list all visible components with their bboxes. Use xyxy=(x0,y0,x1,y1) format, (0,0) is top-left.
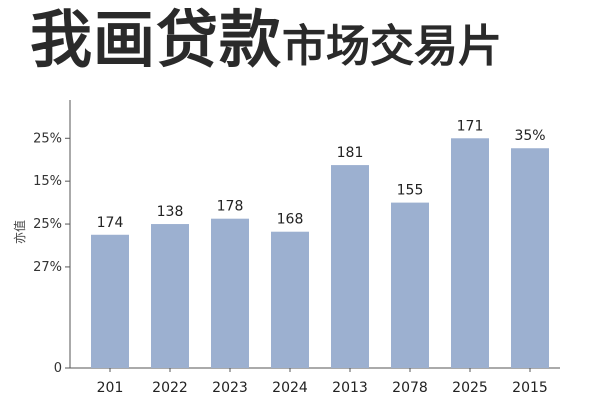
x-category-label: 2015 xyxy=(512,380,548,396)
bar xyxy=(211,218,249,368)
bar-data-label: 138 xyxy=(157,204,184,220)
bar xyxy=(271,231,309,368)
bar-data-label: 174 xyxy=(97,215,124,231)
bar-data-label: 178 xyxy=(217,199,244,215)
chart-title-main: 我画贷款 xyxy=(30,3,283,76)
bar xyxy=(391,202,429,368)
bar xyxy=(91,234,129,368)
bar-data-label: 35% xyxy=(514,128,545,144)
x-axis-categories: 201 2022 2023 2024 2013 2078 2025 2015 xyxy=(97,368,548,396)
y-tick-label: 25% xyxy=(33,217,62,232)
bar xyxy=(451,138,489,368)
bar-data-label: 155 xyxy=(397,183,424,199)
bar-series xyxy=(91,138,549,368)
x-category-label: 2013 xyxy=(332,380,368,396)
bar xyxy=(151,224,189,368)
bar-data-label: 168 xyxy=(277,212,304,228)
x-category-label: 2022 xyxy=(152,380,188,396)
x-category-label: 2025 xyxy=(452,380,488,396)
x-category-label: 201 xyxy=(97,380,124,396)
chart-title-rest: 市场交易片 xyxy=(282,21,503,72)
bar xyxy=(511,148,549,368)
x-category-label: 2078 xyxy=(392,380,428,396)
y-axis-ticks: 0 27% 25% 15% 25% xyxy=(33,131,70,376)
data-labels: 174 138 178 168 181 155 171 35% xyxy=(97,118,546,230)
y-axis-label: 亦值 xyxy=(12,220,27,244)
bar xyxy=(331,165,369,368)
y-tick-label: 0 xyxy=(54,361,62,376)
y-tick-label: 15% xyxy=(33,174,62,189)
y-tick-label: 25% xyxy=(33,131,62,146)
y-tick-label: 27% xyxy=(33,260,62,275)
x-category-label: 2024 xyxy=(272,380,308,396)
chart-title: 我画贷款市场交易片 xyxy=(30,0,502,80)
bar-data-label: 171 xyxy=(457,118,484,134)
x-category-label: 2023 xyxy=(212,380,248,396)
bar-data-label: 181 xyxy=(337,145,364,161)
